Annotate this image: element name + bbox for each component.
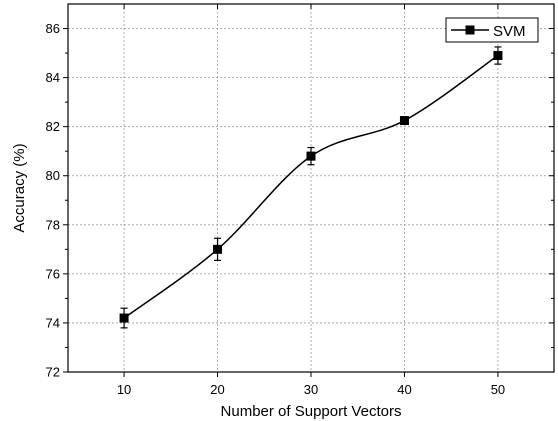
data-point <box>119 313 129 323</box>
data-point <box>493 51 503 61</box>
x-tick-label: 20 <box>210 382 224 397</box>
y-tick-label: 74 <box>46 315 60 330</box>
x-axis-label: Number of Support Vectors <box>221 403 402 420</box>
data-point <box>213 244 223 254</box>
axis-ticks: 72 74 76 78 80 82 84 86 10 20 30 40 50 <box>46 4 554 397</box>
x-tick-label: 10 <box>117 382 131 397</box>
y-tick-label: 80 <box>46 168 60 183</box>
legend: SVM <box>445 17 539 43</box>
y-tick-label: 86 <box>46 21 60 36</box>
series-svm <box>119 46 503 329</box>
data-point <box>399 116 409 126</box>
x-tick-label: 40 <box>397 382 411 397</box>
data-point <box>306 151 316 161</box>
y-tick-label: 82 <box>46 119 60 134</box>
y-tick-label: 72 <box>46 365 60 380</box>
legend-marker <box>465 25 475 35</box>
legend-label-svm: SVM <box>493 23 526 40</box>
y-tick-label: 84 <box>46 70 60 85</box>
y-tick-label: 76 <box>46 266 60 281</box>
y-axis-label: Accuracy (%) <box>11 143 28 232</box>
y-tick-label: 78 <box>46 217 60 232</box>
x-tick-label: 50 <box>491 382 505 397</box>
x-tick-label: 30 <box>304 382 318 397</box>
